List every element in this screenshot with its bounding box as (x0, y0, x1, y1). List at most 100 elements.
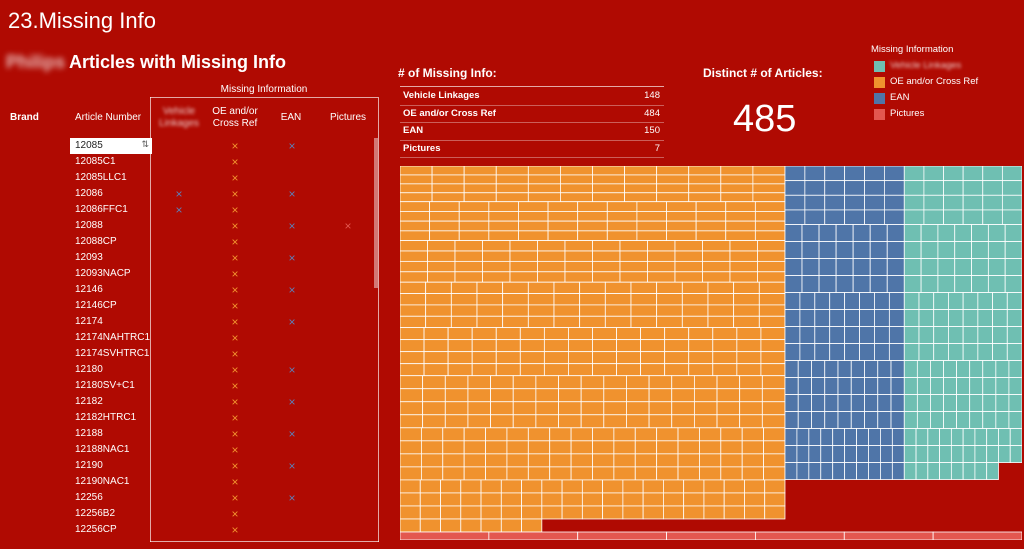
oe-cross-ref-treemap-cell[interactable] (703, 479, 725, 494)
table-row[interactable]: 12086 × × × (70, 186, 378, 202)
vehicle-linkages-treemap-cell[interactable] (903, 343, 920, 361)
vehicle-linkages-treemap-cell[interactable] (987, 224, 1006, 242)
ean-treemap-cell[interactable] (784, 309, 801, 327)
oe-cross-ref-treemap-cell[interactable] (754, 220, 786, 232)
oe-cross-ref-treemap-cell[interactable] (577, 230, 608, 241)
ean-treemap-cell[interactable] (801, 241, 820, 259)
ean-treemap-cell[interactable] (814, 309, 831, 327)
vehicle-linkages-treemap-cell[interactable] (995, 411, 1010, 429)
oe-cross-ref-treemap-cell[interactable] (467, 375, 491, 390)
article-number[interactable]: 12086FFC1 (75, 204, 128, 215)
oe-cross-ref-treemap-cell[interactable] (671, 414, 695, 429)
vehicle-linkages-treemap-cell[interactable] (962, 194, 984, 211)
article-number[interactable]: 12093NACP (75, 268, 131, 279)
vehicle-linkages-treemap-cell[interactable] (916, 411, 931, 429)
oe-cross-ref-treemap-cell[interactable] (720, 192, 754, 203)
oe-cross-ref-treemap-cell[interactable] (537, 240, 566, 252)
article-number[interactable]: 12088 (75, 220, 103, 231)
oe-cross-ref-treemap-cell[interactable] (752, 174, 786, 185)
oe-cross-ref-treemap-cell[interactable] (400, 351, 425, 365)
vehicle-linkages-treemap-cell[interactable] (998, 428, 1011, 446)
oe-cross-ref-treemap-cell[interactable] (495, 183, 529, 194)
ean-treemap-cell[interactable] (784, 445, 798, 463)
vehicle-linkages-treemap-cell[interactable] (969, 377, 984, 395)
oe-cross-ref-treemap-cell[interactable] (630, 315, 658, 329)
ean-treemap-cell[interactable] (864, 194, 885, 211)
table-row[interactable]: 12182HTRC1 × (70, 410, 378, 426)
oe-cross-ref-treemap-cell[interactable] (518, 211, 549, 222)
vehicle-linkages-treemap-cell[interactable] (986, 445, 999, 463)
oe-cross-ref-treemap-cell[interactable] (423, 351, 449, 365)
ean-treemap-cell[interactable] (864, 411, 879, 429)
oe-cross-ref-treemap-cell[interactable] (549, 466, 572, 481)
oe-cross-ref-treemap-cell[interactable] (636, 211, 667, 222)
oe-cross-ref-treemap-cell[interactable] (495, 351, 521, 365)
oe-cross-ref-treemap-cell[interactable] (693, 375, 718, 390)
oe-cross-ref-treemap-cell[interactable] (509, 260, 538, 273)
vehicle-linkages-treemap-cell[interactable] (950, 445, 964, 463)
ean-treemap-cell[interactable] (883, 166, 905, 182)
oe-cross-ref-treemap-cell[interactable] (656, 304, 683, 317)
oe-cross-ref-treemap-cell[interactable] (648, 401, 673, 416)
oe-cross-ref-treemap-cell[interactable] (480, 518, 502, 533)
oe-cross-ref-treemap-cell[interactable] (506, 440, 529, 455)
ean-treemap-cell[interactable] (844, 166, 865, 182)
ean-treemap-cell[interactable] (784, 292, 801, 310)
oe-cross-ref-treemap-cell[interactable] (400, 363, 425, 377)
oe-cross-ref-treemap-cell[interactable] (454, 260, 483, 273)
ean-treemap-cell[interactable] (864, 180, 885, 196)
oe-cross-ref-treemap-cell[interactable] (400, 440, 422, 455)
oe-cross-ref-treemap-cell[interactable] (688, 183, 722, 194)
oe-cross-ref-treemap-cell[interactable] (602, 492, 624, 507)
ean-treemap-cell[interactable] (808, 445, 822, 463)
oe-cross-ref-treemap-cell[interactable] (553, 281, 581, 294)
col-vehicle-linkages[interactable]: Vehicle Linkages (158, 106, 200, 129)
ean-treemap-cell[interactable] (784, 411, 799, 429)
vehicle-linkages-treemap-cell[interactable] (1006, 292, 1022, 310)
ean-treemap-cell[interactable] (886, 258, 905, 276)
oe-cross-ref-treemap-cell[interactable] (624, 192, 658, 203)
oe-cross-ref-treemap-cell[interactable] (488, 230, 519, 241)
article-number[interactable]: 12188 (75, 428, 103, 439)
oe-cross-ref-treemap-cell[interactable] (527, 183, 561, 194)
ean-treemap-cell[interactable] (824, 209, 846, 225)
oe-cross-ref-treemap-cell[interactable] (681, 281, 709, 294)
oe-cross-ref-treemap-cell[interactable] (422, 401, 446, 416)
ean-treemap-cell[interactable] (844, 194, 865, 211)
oe-cross-ref-treemap-cell[interactable] (764, 505, 786, 520)
oe-cross-ref-treemap-cell[interactable] (502, 315, 529, 329)
vehicle-linkages-treemap-cell[interactable] (903, 194, 925, 211)
ean-treemap-cell[interactable] (832, 462, 846, 480)
oe-cross-ref-treemap-cell[interactable] (592, 363, 617, 377)
oe-cross-ref-treemap-cell[interactable] (564, 240, 593, 252)
oe-cross-ref-treemap-cell[interactable] (606, 220, 638, 232)
ean-treemap-cell[interactable] (796, 462, 810, 480)
oe-cross-ref-treemap-cell[interactable] (725, 201, 756, 212)
oe-cross-ref-treemap-cell[interactable] (725, 211, 756, 222)
ean-treemap-cell[interactable] (864, 394, 879, 412)
oe-cross-ref-treemap-cell[interactable] (640, 339, 666, 353)
pictures-treemap-cell[interactable] (755, 531, 845, 540)
oe-cross-ref-treemap-cell[interactable] (592, 183, 625, 194)
oe-cross-ref-treemap-cell[interactable] (592, 260, 621, 273)
oe-cross-ref-treemap-cell[interactable] (495, 339, 521, 353)
ean-treemap-cell[interactable] (880, 462, 893, 480)
col-ean[interactable]: EAN (280, 112, 302, 123)
oe-cross-ref-treemap-cell[interactable] (490, 401, 514, 416)
vehicle-linkages-treemap-cell[interactable] (986, 462, 999, 480)
oe-cross-ref-treemap-cell[interactable] (488, 211, 519, 222)
ean-treemap-cell[interactable] (832, 445, 846, 463)
ean-treemap-cell[interactable] (808, 462, 822, 480)
oe-cross-ref-treemap-cell[interactable] (420, 427, 444, 442)
vehicle-linkages-treemap-cell[interactable] (943, 209, 964, 225)
oe-cross-ref-treemap-cell[interactable] (616, 351, 642, 365)
oe-cross-ref-treemap-cell[interactable] (754, 201, 786, 212)
oe-cross-ref-treemap-cell[interactable] (442, 453, 465, 468)
oe-cross-ref-treemap-cell[interactable] (677, 453, 700, 468)
oe-cross-ref-treemap-cell[interactable] (616, 363, 642, 377)
vehicle-linkages-treemap-cell[interactable] (903, 292, 920, 310)
vehicle-linkages-treemap-cell[interactable] (943, 394, 958, 412)
oe-cross-ref-treemap-cell[interactable] (647, 240, 676, 252)
oe-cross-ref-treemap-cell[interactable] (656, 174, 690, 185)
oe-cross-ref-treemap-cell[interactable] (423, 327, 449, 341)
